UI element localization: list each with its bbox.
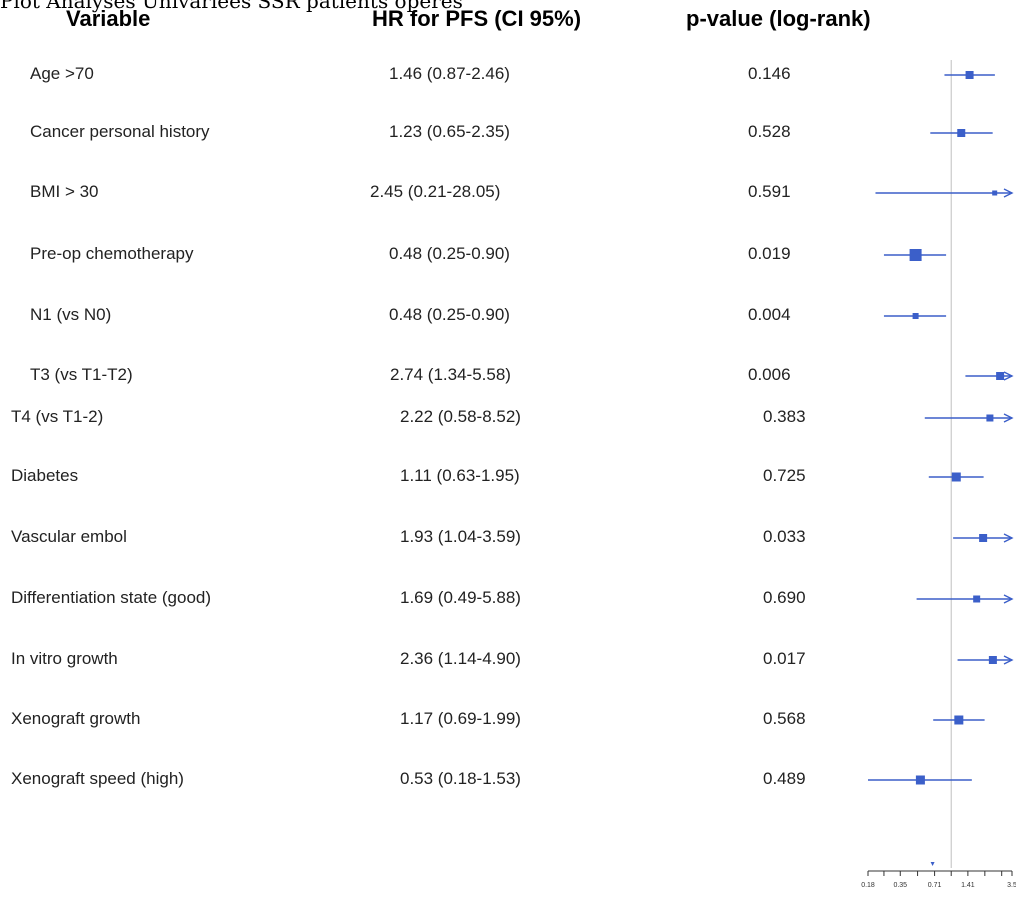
header-variable: Variable [66, 6, 151, 31]
tick-label: 3.5 [1007, 882, 1016, 889]
row-hr: 1.17 (0.69-1.99) [400, 709, 521, 728]
ci-arrow [1003, 413, 1014, 423]
row-hr: 0.48 (0.25-0.90) [389, 244, 510, 263]
row-pvalue: 0.017 [763, 649, 806, 668]
row-pvalue: 0.568 [763, 709, 806, 728]
row-variable: T4 (vs T1-2) [11, 407, 104, 426]
row-hr: 0.48 (0.25-0.90) [389, 305, 510, 324]
point-estimate [988, 656, 997, 664]
row-pvalue: 0.006 [748, 365, 791, 384]
row-pvalue: 0.033 [763, 527, 806, 546]
row-variable: Age >70 [30, 64, 94, 83]
point-estimate [996, 372, 1005, 380]
point-estimate [973, 595, 981, 603]
point-estimate [909, 249, 922, 261]
row-variable: Cancer personal history [30, 122, 210, 141]
point-estimate [912, 313, 919, 319]
row-variable: T3 (vs T1-T2) [30, 365, 133, 384]
row-hr: 1.93 (1.04-3.59) [400, 527, 521, 546]
row-hr: 2.22 (0.58-8.52) [400, 407, 521, 426]
ci-arrow [1003, 371, 1014, 381]
row-variable: Differentiation state (good) [11, 588, 212, 607]
row-hr: 2.45 (0.21-28.05) [370, 182, 501, 201]
header-hr: HR for PFS (CI 95%) [372, 6, 582, 31]
row-pvalue: 0.019 [748, 244, 791, 263]
tick-label: 1.41 [961, 882, 975, 889]
row-pvalue: 0.690 [763, 588, 806, 607]
point-estimate [915, 775, 925, 785]
row-hr: 0.53 (0.18-1.53) [400, 769, 521, 788]
point-estimate [992, 190, 998, 196]
point-estimate [986, 414, 994, 422]
point-estimate [957, 129, 966, 137]
row-hr: 1.11 (0.63-1.95) [400, 466, 520, 485]
row-variable: Xenograft growth [11, 709, 141, 728]
ci-arrow [1003, 655, 1014, 665]
row-pvalue: 0.591 [748, 182, 791, 201]
row-hr: 1.69 (0.49-5.88) [400, 588, 521, 607]
header-pvalue: p-value (log-rank) [686, 6, 871, 31]
row-variable: N1 (vs N0) [30, 305, 112, 324]
point-estimate [965, 71, 974, 79]
point-estimate [951, 472, 961, 482]
row-hr: 2.74 (1.34-5.58) [390, 365, 511, 384]
tick-label: 0.35 [893, 882, 907, 889]
row-variable: Diabetes [11, 466, 79, 485]
figure-caption: Plot Analyses Univariees SSR patients op… [0, 0, 463, 13]
row-variable: Vascular embol [11, 527, 127, 546]
tick-label: 0.71 [928, 882, 942, 889]
row-variable: Pre-op chemotherapy [30, 244, 194, 263]
row-pvalue: 0.528 [748, 122, 791, 141]
row-pvalue: 0.383 [763, 407, 806, 426]
point-estimate [954, 715, 964, 725]
row-hr: 2.36 (1.14-4.90) [400, 649, 521, 668]
tick-label: 0.18 [861, 882, 875, 889]
point-estimate [979, 534, 988, 542]
row-pvalue: 0.489 [763, 769, 806, 788]
row-hr: 1.23 (0.65-2.35) [389, 122, 510, 141]
row-variable: In vitro growth [11, 649, 118, 668]
ci-arrow [1003, 594, 1014, 604]
row-variable: Xenograft speed (high) [11, 769, 184, 788]
row-pvalue: 0.725 [763, 466, 806, 485]
row-hr: 1.46 (0.87-2.46) [389, 64, 510, 83]
row-pvalue: 0.146 [748, 64, 791, 83]
row-variable: BMI > 30 [30, 182, 99, 201]
axis-marker [930, 862, 935, 866]
ci-arrow [1003, 188, 1014, 198]
ci-arrow [1003, 533, 1014, 543]
row-pvalue: 0.004 [748, 305, 791, 324]
